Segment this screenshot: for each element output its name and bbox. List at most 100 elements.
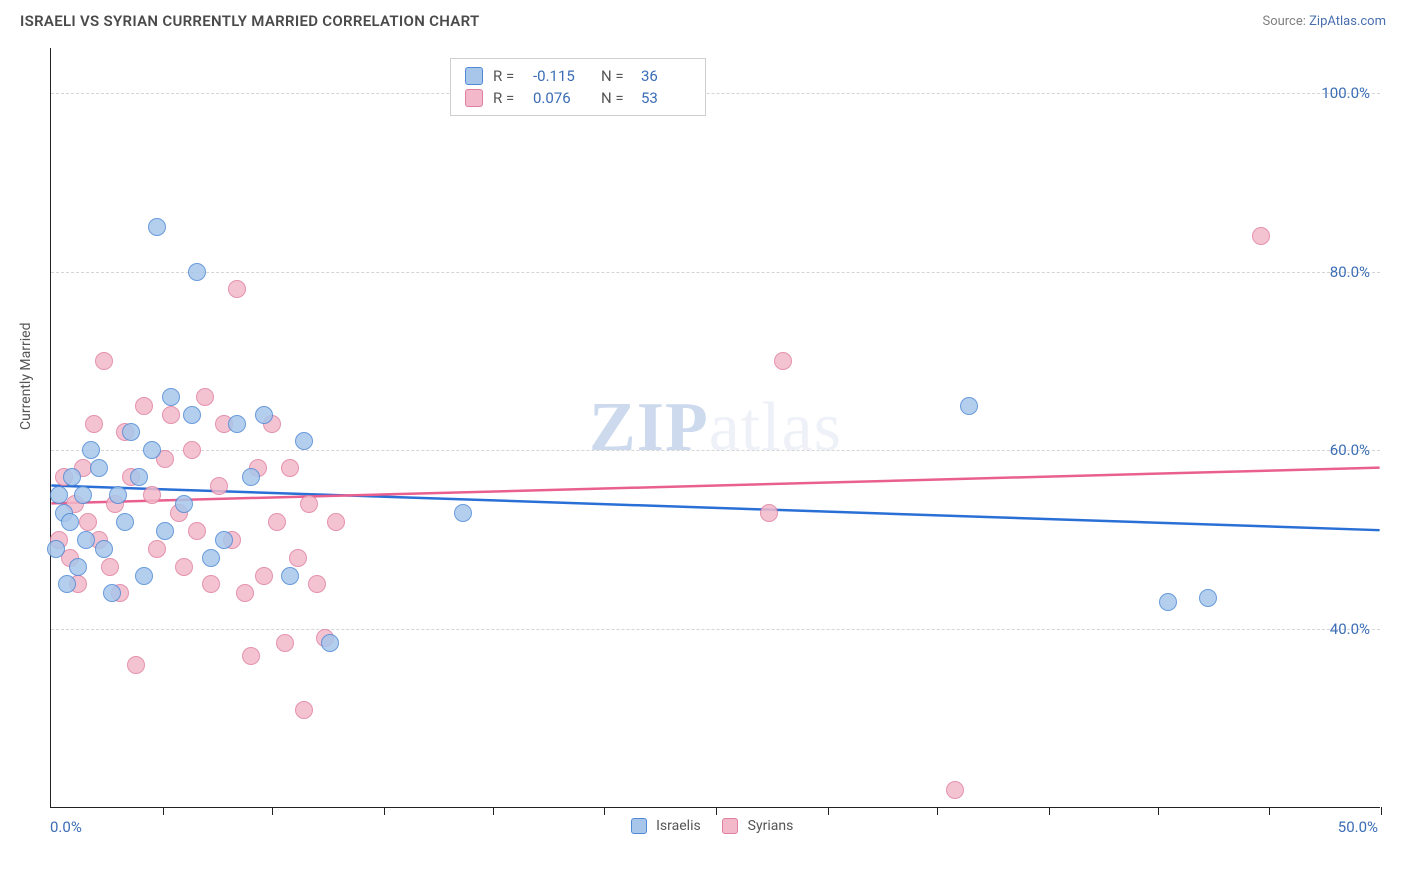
data-point-israelis [63, 468, 81, 486]
swatch-israelis-icon [465, 67, 483, 85]
data-point-israelis [215, 531, 233, 549]
data-point-syrians [210, 477, 228, 495]
data-point-syrians [127, 656, 145, 674]
data-point-syrians [183, 441, 201, 459]
data-point-syrians [760, 504, 778, 522]
x-tick-mark [1049, 807, 1050, 815]
data-point-syrians [95, 352, 113, 370]
data-point-israelis [61, 513, 79, 531]
data-point-syrians [1252, 227, 1270, 245]
data-point-syrians [268, 513, 286, 531]
data-point-israelis [1159, 593, 1177, 611]
data-point-syrians [101, 558, 119, 576]
n-label: N = [601, 67, 631, 85]
data-point-israelis [228, 415, 246, 433]
data-point-syrians [85, 415, 103, 433]
r-value-israelis: -0.115 [533, 67, 583, 85]
data-point-syrians [148, 540, 166, 558]
r-value-syrians: 0.076 [533, 89, 583, 107]
data-point-syrians [255, 567, 273, 585]
r-label: R = [493, 67, 523, 85]
data-point-israelis [74, 486, 92, 504]
data-point-syrians [188, 522, 206, 540]
x-tick-mark [493, 807, 494, 815]
data-point-israelis [960, 397, 978, 415]
data-point-syrians [774, 352, 792, 370]
data-point-syrians [946, 781, 964, 799]
x-tick-mark [828, 807, 829, 815]
gridline [51, 450, 1380, 451]
stats-row-syrians: R = 0.076 N = 53 [465, 87, 691, 109]
data-point-israelis [454, 504, 472, 522]
n-value-syrians: 53 [641, 89, 691, 107]
data-point-israelis [188, 263, 206, 281]
data-point-israelis [1199, 589, 1217, 607]
data-point-syrians [276, 634, 294, 652]
data-point-syrians [295, 701, 313, 719]
data-point-israelis [58, 575, 76, 593]
n-value-israelis: 36 [641, 67, 691, 85]
x-tick-mark [604, 807, 605, 815]
x-tick-mark [1269, 807, 1270, 815]
legend-label-israelis: Israelis [656, 818, 701, 834]
stats-legend-box: R = -0.115 N = 36 R = 0.076 N = 53 [450, 58, 706, 116]
data-point-israelis [103, 584, 121, 602]
n-label: N = [601, 89, 631, 107]
data-point-israelis [242, 468, 260, 486]
x-tick-mark [272, 807, 273, 815]
data-point-israelis [156, 522, 174, 540]
data-point-israelis [130, 468, 148, 486]
data-point-israelis [202, 549, 220, 567]
x-tick-mark [716, 807, 717, 815]
legend-swatch-syrians-icon [722, 818, 738, 834]
y-axis-label: Currently Married [18, 323, 34, 430]
source-label: Source: ZipAtlas.com [1262, 14, 1386, 29]
y-tick-label: 40.0% [1330, 620, 1370, 638]
y-tick-label: 60.0% [1330, 441, 1370, 459]
data-point-israelis [82, 441, 100, 459]
y-tick-label: 100.0% [1321, 84, 1370, 102]
data-point-israelis [69, 558, 87, 576]
data-point-israelis [321, 634, 339, 652]
data-point-syrians [143, 486, 161, 504]
data-point-syrians [196, 388, 214, 406]
data-point-israelis [143, 441, 161, 459]
watermark-light: atlas [709, 389, 842, 466]
data-point-israelis [162, 388, 180, 406]
watermark: ZIPatlas [589, 388, 842, 468]
data-point-syrians [79, 513, 97, 531]
data-point-syrians [308, 575, 326, 593]
trend-lines-layer [51, 48, 1380, 807]
y-tick-label: 80.0% [1330, 263, 1370, 281]
legend-swatch-israelis-icon [631, 818, 647, 834]
gridline [51, 93, 1380, 94]
data-point-israelis [116, 513, 134, 531]
data-point-israelis [77, 531, 95, 549]
data-point-syrians [162, 406, 180, 424]
data-point-syrians [327, 513, 345, 531]
data-point-israelis [90, 459, 108, 477]
data-point-syrians [242, 647, 260, 665]
data-point-israelis [109, 486, 127, 504]
data-point-israelis [47, 540, 65, 558]
bottom-legend: Israelis Syrians [0, 818, 1406, 834]
source-prefix: Source: [1262, 14, 1309, 29]
data-point-israelis [281, 567, 299, 585]
data-point-syrians [289, 549, 307, 567]
source-link[interactable]: ZipAtlas.com [1309, 14, 1386, 29]
gridline [51, 629, 1380, 630]
chart-title: ISRAELI VS SYRIAN CURRENTLY MARRIED CORR… [20, 12, 479, 30]
watermark-bold: ZIP [589, 389, 709, 466]
legend-label-syrians: Syrians [748, 818, 794, 834]
data-point-israelis [135, 567, 153, 585]
data-point-syrians [300, 495, 318, 513]
data-point-israelis [122, 423, 140, 441]
data-point-israelis [295, 432, 313, 450]
x-tick-mark [163, 807, 164, 815]
data-point-syrians [281, 459, 299, 477]
x-tick-mark [384, 807, 385, 815]
x-tick-mark [937, 807, 938, 815]
r-label: R = [493, 89, 523, 107]
x-tick-mark [1158, 807, 1159, 815]
data-point-israelis [255, 406, 273, 424]
